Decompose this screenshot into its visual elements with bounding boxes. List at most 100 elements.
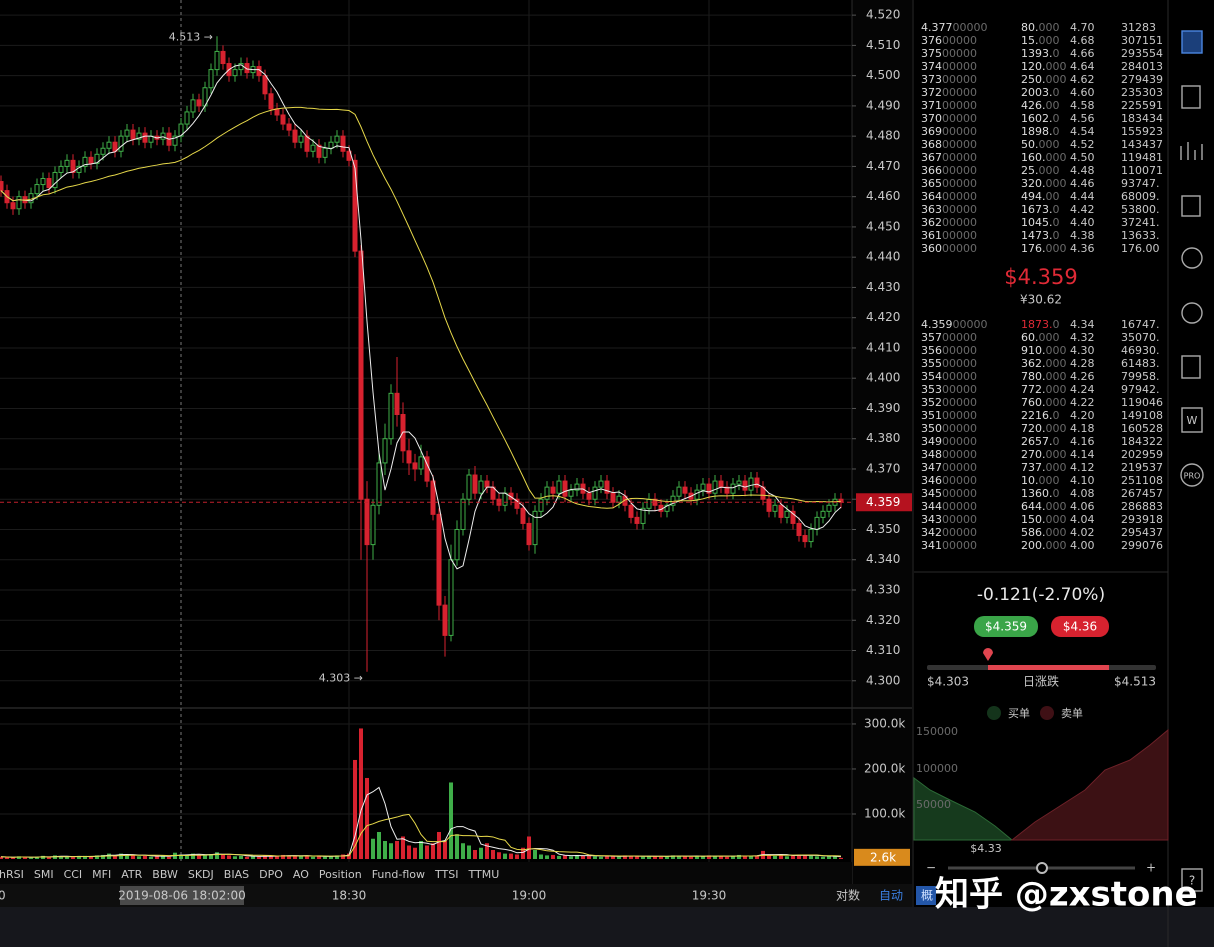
candle-body [814,516,820,530]
candle-body [730,483,736,494]
candle-body [604,480,610,494]
candle-body [754,477,760,488]
candle-body [538,498,544,512]
indicator-tab[interactable]: TTMU [467,868,499,881]
candle-body [184,111,190,125]
overview-tab[interactable]: 概 [921,889,933,903]
candle-body [802,535,808,543]
indicator-tab[interactable]: AO [293,868,309,881]
indicator-tab[interactable]: MFI [92,868,111,881]
ob-price: 4.37700000 [921,21,988,34]
volume-bar [149,856,153,859]
zoom-handle[interactable] [1036,862,1048,874]
indicator-tab[interactable]: BIAS [224,868,249,881]
icon-alarm[interactable] [1181,247,1203,269]
indicator-tab[interactable]: CCI [64,868,83,881]
volume-bar [587,855,591,859]
icon-chart[interactable] [1181,30,1203,54]
icon-help[interactable] [1181,868,1203,892]
ob-total: 119481 [1121,151,1163,164]
candle-body [46,178,52,189]
ob-price: 37400000 [921,60,977,73]
volume-bar [827,855,831,859]
ob-amount: 772.000 [1021,383,1067,396]
ob-price: 36700000 [921,151,977,164]
candle-body [40,178,46,186]
indicator-tab[interactable]: BBW [152,868,178,881]
ask-button[interactable]: $4.36 [1063,620,1097,634]
crosshair-time-box [120,886,244,905]
ob-price: 34800000 [921,448,977,461]
ob-total: 225591 [1121,99,1163,112]
zoom-in[interactable]: + [1146,861,1156,875]
indicator-tab[interactable]: TTSI [434,868,458,881]
ob-price: 37000000 [921,112,977,125]
ob-amount: 426.00 [1021,99,1060,112]
y-tick-label: 300.0k [864,716,905,730]
icon-w[interactable] [1181,407,1203,433]
log-scale-toggle[interactable]: 对数 [836,888,860,903]
icon-bars[interactable] [1180,142,1203,160]
volume-bar [653,855,657,859]
volume-bar [713,856,717,859]
zoom-out[interactable]: − [926,861,936,875]
ob-level: 4.12 [1070,461,1095,474]
volume-bar [527,836,531,859]
icon-add[interactable] [1181,195,1201,217]
volume-bar [413,847,417,859]
ob-amount: 250.000 [1021,73,1067,86]
volume-bar [659,856,663,859]
ob-price: 36400000 [921,190,977,203]
candle-body [388,392,394,440]
candle-body [10,202,16,210]
high-label: 4.513 → [169,30,213,43]
ob-amount: 200.000 [1021,539,1067,552]
ob-price: 35400000 [921,370,977,383]
change: -0.121(-2.70%) [977,585,1105,605]
volume-bar [503,853,507,859]
icon-doc[interactable] [1181,355,1201,379]
candle-body [190,99,196,113]
auto-toggle[interactable]: 自动 [879,889,903,903]
ob-total: 286883 [1121,500,1163,513]
bid-button[interactable]: $4.359 [985,620,1027,634]
last-price-cny: ¥30.62 [1020,293,1062,307]
volume-bar [395,840,399,859]
indicator-tab[interactable]: SMI [34,868,54,881]
volume-bar [275,856,279,859]
indicator-tab[interactable]: ATR [121,868,142,881]
volume-bar [695,855,699,859]
volume-bar [815,856,819,859]
indicator-tab[interactable]: Fund-flow [372,868,425,881]
indicator-tab[interactable]: DPO [259,868,283,881]
ob-level: 4.28 [1070,357,1095,370]
indicator-tab[interactable]: Position [319,868,362,881]
ob-level: 4.62 [1070,73,1095,86]
ob-level: 4.06 [1070,500,1095,513]
y-tick-label: 4.410 [866,340,900,354]
ob-level: 4.56 [1070,112,1095,125]
volume-bar [497,852,501,859]
x-tick-label: 18:30 [332,889,367,903]
volume-bar [203,854,207,859]
volume-bar [701,856,705,859]
volume-bar [119,853,123,859]
y-tick-label: 4.490 [866,98,900,112]
y-tick-label: 4.320 [866,613,900,627]
ask-button-bg[interactable] [1051,616,1109,637]
volume-bar [401,836,405,859]
right-panel [912,0,1168,907]
icon-orders[interactable] [1181,85,1201,109]
indicator-tab[interactable]: SKDJ [188,868,214,881]
icon-globe[interactable] [1181,302,1203,324]
bid-button-bg[interactable] [974,616,1038,637]
volume-bar [773,855,777,859]
ob-total: 284013 [1121,60,1163,73]
ob-amount: 1045.0 [1021,216,1060,229]
volume-bar [575,854,579,859]
indicator-tab[interactable]: hRSI [0,868,24,881]
y-tick-label: 4.510 [866,38,900,52]
volume-bar [425,845,429,859]
icon-pro[interactable] [1180,463,1204,487]
ob-level: 4.04 [1070,513,1095,526]
